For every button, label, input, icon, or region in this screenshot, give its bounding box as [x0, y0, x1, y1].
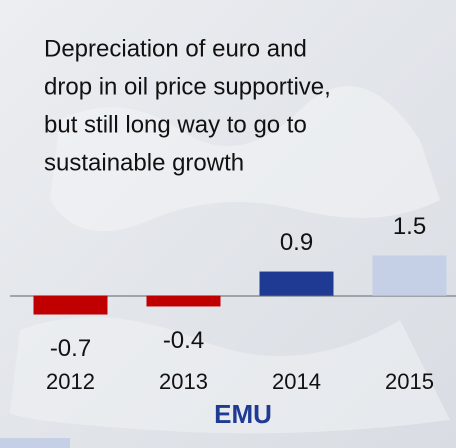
x-tick-label: 2014 — [272, 369, 321, 394]
x-tick-label: 2013 — [159, 369, 208, 394]
map-shape — [9, 317, 450, 434]
value-label: -0.7 — [50, 335, 91, 362]
x-tick-label: 2015 — [385, 369, 434, 394]
bar — [372, 255, 447, 296]
value-label: 1.5 — [393, 213, 426, 240]
chart-title-line: drop in oil price supportive, — [44, 73, 331, 100]
chart-title-line: but still long way to go to — [44, 111, 307, 138]
bar — [33, 295, 108, 315]
chart-title-line: sustainable growth — [44, 149, 244, 176]
bar — [259, 271, 334, 296]
value-label: 0.9 — [280, 229, 313, 256]
corner-box — [0, 438, 70, 448]
chart-title-line: Depreciation of euro and — [44, 35, 307, 62]
value-label: -0.4 — [163, 327, 204, 354]
x-axis-label: EMU — [214, 399, 272, 429]
bar — [146, 295, 221, 307]
x-tick-label: 2012 — [46, 369, 95, 394]
map-shape — [50, 86, 440, 232]
